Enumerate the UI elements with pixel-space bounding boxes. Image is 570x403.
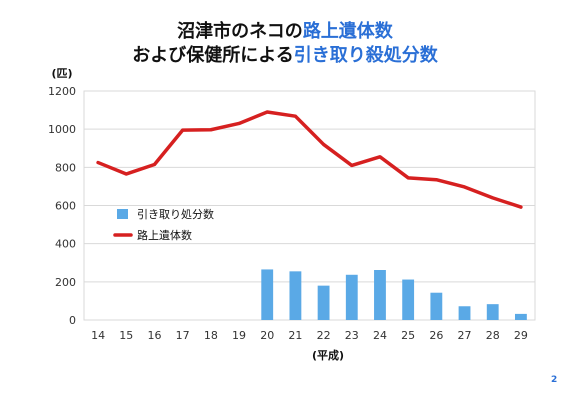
legend-line-label: 路上遺体数 [137,228,192,242]
y-tick-label: 1200 [48,85,76,98]
line-point [322,142,326,146]
line-point [463,185,467,189]
title-line1-highlight: 路上遺体数 [302,21,393,42]
line-point [209,128,213,132]
bar [345,274,358,320]
x-tick-label: 28 [486,329,500,342]
line-point [181,128,185,132]
x-tick-label: 20 [260,329,274,342]
y-tick-label: 0 [69,314,76,327]
bar [514,313,527,320]
bar [289,271,302,320]
legend-bar-swatch [117,209,128,219]
line-point [152,162,156,166]
x-tick-label: 24 [373,329,387,342]
line-point [519,205,523,209]
line-point [237,121,241,125]
y-tick-label: 600 [55,200,76,213]
line-point [293,114,297,118]
bar [374,270,386,320]
y-tick-label: 400 [55,238,76,251]
x-tick-label: 14 [91,329,105,342]
x-tick-label: 27 [458,329,472,342]
bar [458,306,471,320]
chart-title-line2: および保健所による引き取り殺処分数 [0,44,570,68]
bar [486,304,499,320]
x-tick-label: 26 [429,329,443,342]
line-point [124,172,128,176]
title-line2-plain: および保健所による [132,45,294,66]
y-tick-label: 800 [55,161,76,174]
x-tick-label: 18 [204,329,218,342]
x-axis-label: (平成) [312,348,344,362]
y-tick-label: 1000 [48,123,76,136]
bar [261,269,274,320]
bar [430,292,443,320]
line-point [406,176,410,180]
page-number: 2 [551,375,558,385]
y-tick-label: 200 [55,276,76,289]
x-tick-label: 17 [176,329,190,342]
legend-bar-label: 引き取り処分数 [137,207,214,221]
title-line2-highlight: 引き取り殺処分数 [293,45,438,66]
x-tick-label: 21 [288,329,302,342]
bar [317,285,330,320]
x-tick-label: 16 [147,329,161,342]
x-tick-label: 19 [232,329,246,342]
line-series-path [96,110,523,209]
line-point [378,155,382,159]
x-tick-label: 23 [345,329,359,342]
x-tick-label: 29 [514,329,528,342]
x-tick-label: 22 [317,329,331,342]
line-point [265,110,269,114]
line-point [434,178,438,182]
line-point [96,161,100,165]
x-tick-label: 15 [119,329,133,342]
bar [402,279,415,320]
line-point [350,163,354,167]
x-tick-label: 25 [401,329,415,342]
y-axis-label: (匹) [51,67,72,80]
title-line1-plain: 沼津市のネコの [177,21,303,42]
line-point [491,196,495,200]
chart-title-line1: 沼津市のネコの路上遺体数 [0,20,570,44]
